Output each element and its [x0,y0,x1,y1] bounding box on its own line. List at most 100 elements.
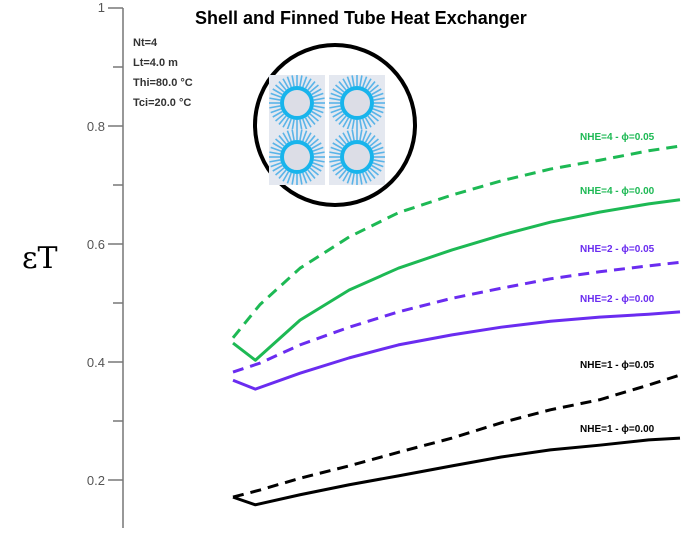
fin [311,142,322,150]
fin [372,146,384,152]
fin [362,76,368,88]
fin [282,117,290,128]
fin [372,162,384,168]
fin [311,164,322,172]
fin [332,88,343,96]
fin [367,169,376,179]
fin [286,76,292,88]
fin [372,92,384,98]
series-line [232,198,681,362]
fin [311,110,322,118]
fin [351,75,355,87]
fin [275,113,285,122]
fin [342,171,350,182]
series-label: NHE=2 - ϕ=0.00 [580,294,655,305]
tube [280,86,314,120]
fin [369,138,379,147]
fin [335,84,345,93]
fin [364,117,372,128]
fin [309,138,319,147]
fin [330,108,342,114]
fin [359,173,363,185]
series-line [231,144,681,339]
fin [269,151,281,155]
series-line [232,310,681,391]
fin [373,151,385,155]
fin [278,115,287,125]
fin [371,110,382,118]
fin [367,81,376,91]
fin [299,129,303,141]
fin [346,172,352,184]
fin [329,159,341,163]
fin [269,97,281,101]
series-label: NHE=4 - ϕ=0.05 [580,132,655,143]
fin [307,169,316,179]
fin [291,75,295,87]
fin [286,172,292,184]
fin [291,119,295,131]
fin [307,115,316,125]
fin [359,75,363,87]
series-line [232,260,681,374]
fin [278,135,287,145]
y-tick-label: 0.8 [87,119,105,134]
param-nt: Nt=4 [133,37,158,49]
y-tick-label: 0.6 [87,237,105,252]
fin [332,142,343,150]
fin [338,81,347,91]
fin [332,164,343,172]
fin [367,135,376,145]
fin [299,75,303,87]
fin [338,115,347,125]
fin [302,172,308,184]
fin [269,105,281,109]
fin [330,162,342,168]
fin [291,173,295,185]
fin [371,88,382,96]
tube [340,86,374,120]
fin [309,84,319,93]
fin [346,76,352,88]
fin [299,173,303,185]
fin [275,167,285,176]
fin [270,108,282,114]
fin [342,78,350,89]
fin [313,151,325,155]
fin [278,81,287,91]
y-tick-label: 0.2 [87,473,105,488]
fin [330,92,342,98]
fin [275,138,285,147]
fin [312,108,324,114]
fin [302,118,308,130]
fin [362,172,368,184]
fin [312,162,324,168]
fin [329,97,341,101]
fin [270,162,282,168]
tube-bundle-illustration [253,43,417,207]
fin [312,146,324,152]
fin [362,130,368,142]
series-label: NHE=1 - ϕ=0.00 [580,424,655,435]
fin [351,173,355,185]
chart-title: Shell and Finned Tube Heat Exchanger [195,8,527,28]
fin [286,130,292,142]
fin [351,129,355,141]
fin [364,78,372,89]
fin [313,159,325,163]
fin [272,142,283,150]
fin [291,129,295,141]
fin [312,92,324,98]
y-tick-label: 1 [98,0,105,15]
fin [313,105,325,109]
y-ticks [108,7,123,481]
fin [373,159,385,163]
fin [367,115,376,125]
fin [329,105,341,109]
fin [286,118,292,130]
fin [373,97,385,101]
series-line [232,436,681,507]
fin [304,171,312,182]
series-group [231,144,681,507]
